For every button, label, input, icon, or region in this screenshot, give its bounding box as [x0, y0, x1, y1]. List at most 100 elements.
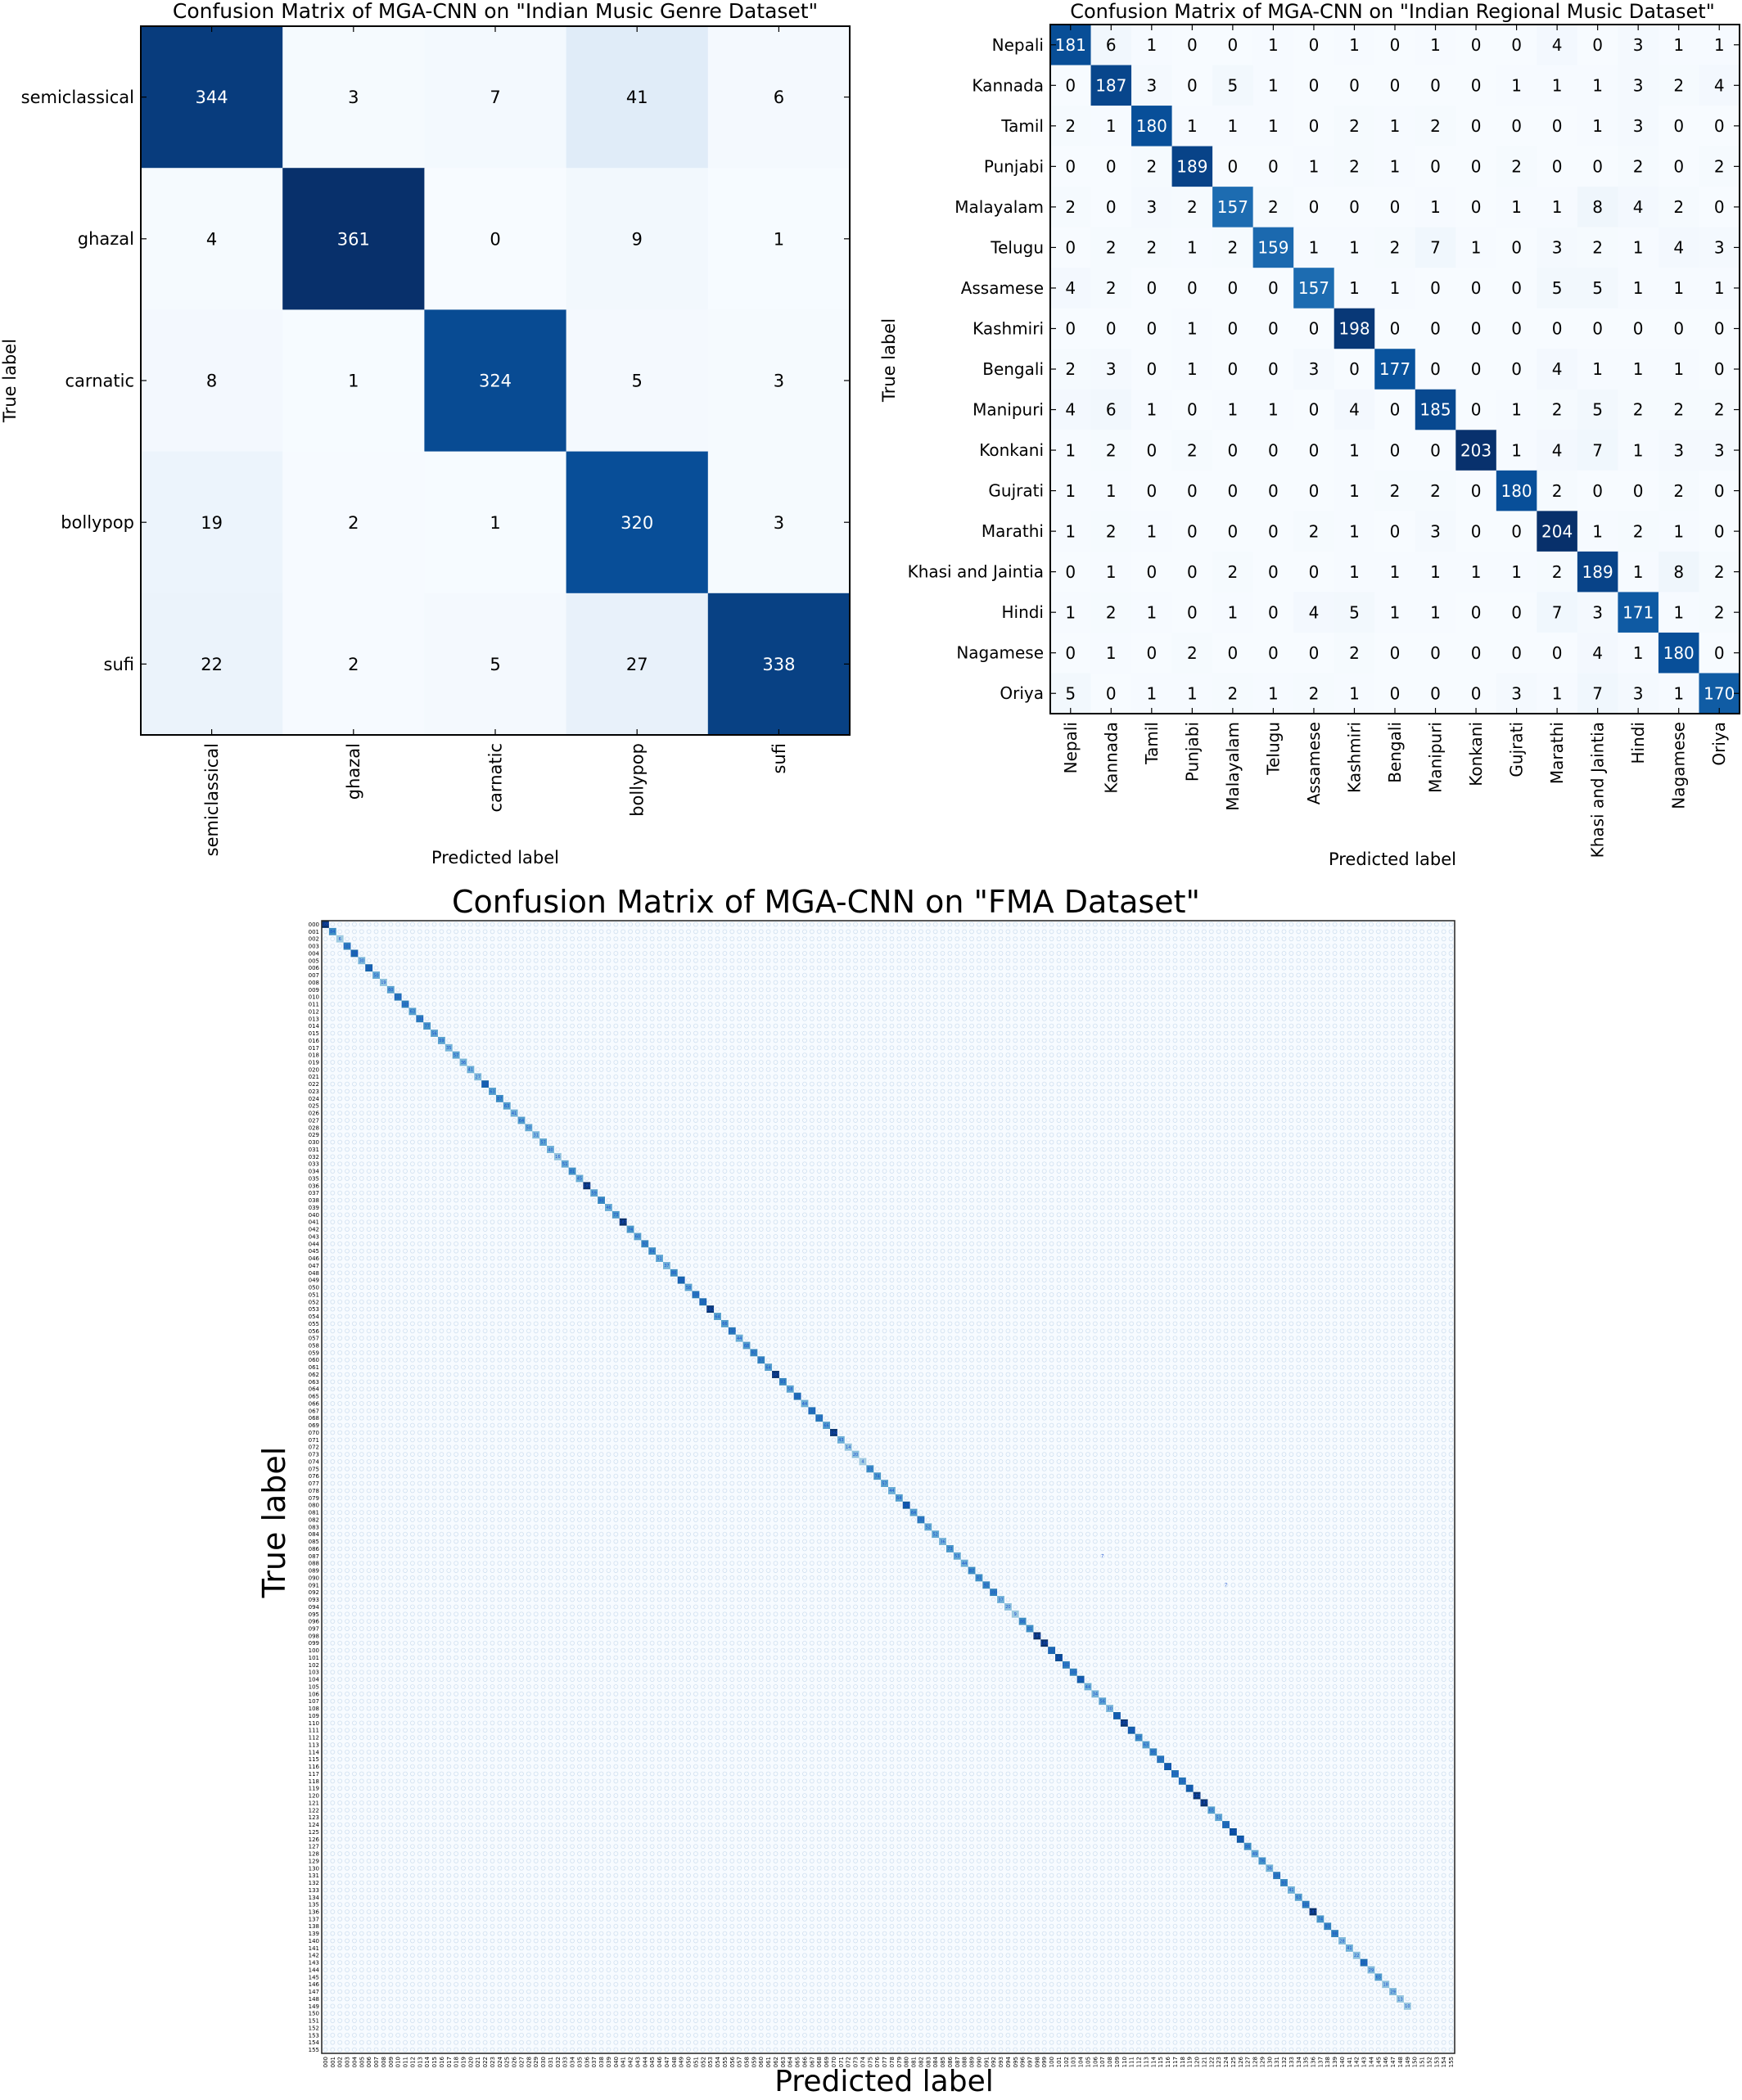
cell-genre-2-2: [424, 309, 567, 453]
cell-value-regional-3-12: 0: [1552, 157, 1563, 177]
fma-y-tick-113: 113: [309, 1742, 319, 1748]
cell-value-regional-1-9: 0: [1430, 75, 1441, 95]
cell-value-regional-5-3: 1: [1187, 238, 1198, 258]
fma-diag-value-026: 41: [512, 1111, 517, 1116]
fma-diag-cell-124: [1222, 1821, 1230, 1828]
cell-regional-8-16: [1699, 349, 1740, 390]
fma-diag-value-015: 56: [431, 1031, 436, 1036]
fma-y-tick-056: 056: [309, 1328, 320, 1335]
fma-x-tick-151: 151: [1419, 2057, 1426, 2067]
cell-value-regional-10-5: 0: [1268, 440, 1279, 460]
cell-value-regional-4-7: 0: [1349, 197, 1360, 217]
fma-y-tick-123: 123: [309, 1814, 319, 1821]
fma-diag-value-043: 60: [635, 1235, 640, 1240]
cell-genre-3-2: [424, 451, 567, 594]
fma-y-tick-002: 002: [309, 936, 319, 943]
cell-regional-14-9: [1415, 592, 1456, 633]
cell-value-genre-2-4: 3: [774, 372, 784, 391]
cell-regional-13-7: [1334, 551, 1375, 593]
cell-value-genre-0-1: 3: [348, 88, 359, 107]
cell-regional-11-10: [1455, 470, 1497, 511]
fma-x-tick-031: 031: [548, 2057, 554, 2067]
fma-diag-value-063: 93: [780, 1380, 785, 1385]
x-tick-label-Bengali: Bengali: [1385, 722, 1405, 783]
cell-value-regional-13-9: 1: [1430, 562, 1441, 582]
cell-value-regional-9-2: 1: [1146, 400, 1157, 420]
cell-regional-7-15: [1658, 308, 1700, 349]
fma-x-tick-070: 070: [831, 2057, 837, 2067]
cell-regional-4-0: [1050, 187, 1092, 228]
fma-diag-cell-016: [437, 1036, 445, 1044]
cell-regional-11-13: [1577, 470, 1619, 511]
cell-regional-12-2: [1131, 511, 1173, 552]
cell-value-genre-4-3: 27: [626, 655, 648, 674]
fma-x-tick-076: 076: [874, 2056, 881, 2067]
cell-regional-14-16: [1699, 592, 1740, 633]
fma-x-tick-041: 041: [621, 2057, 627, 2067]
fma-diag-value-127: 86: [1245, 1845, 1250, 1850]
cell-value-regional-8-10: 0: [1471, 359, 1482, 379]
cell-value-regional-6-1: 2: [1106, 278, 1117, 298]
cell-value-regional-9-9: 185: [1419, 400, 1451, 420]
cell-genre-0-3: [566, 26, 709, 169]
cell-value-regional-11-13: 0: [1592, 481, 1603, 501]
fma-diag-cell-028: [525, 1124, 533, 1132]
cell-value-regional-13-5: 0: [1268, 562, 1279, 582]
cell-value-genre-4-0: 22: [201, 655, 223, 674]
fma-y-tick-101: 101: [309, 1655, 319, 1661]
fma-diag-value-047: 37: [664, 1264, 669, 1269]
fma-y-tick-151: 151: [309, 2018, 319, 2025]
cell-regional-12-1: [1090, 511, 1132, 552]
cell-regional-10-13: [1577, 430, 1619, 471]
cell-value-regional-12-14: 2: [1633, 521, 1644, 541]
cell-regional-6-12: [1537, 268, 1578, 309]
cell-value-regional-12-5: 0: [1268, 521, 1279, 541]
cell-regional-6-5: [1252, 268, 1294, 309]
cell-value-regional-6-0: 4: [1065, 278, 1076, 298]
cell-value-regional-3-13: 0: [1592, 157, 1603, 177]
fma-x-tick-010: 010: [395, 2057, 402, 2067]
cell-value-genre-4-2: 5: [490, 655, 500, 674]
fma-y-tick-010: 010: [309, 994, 319, 1001]
fma-y-tick-154: 154: [309, 2039, 320, 2046]
fma-diag-value-021: 27: [476, 1075, 481, 1080]
cell-value-regional-0-8: 0: [1390, 35, 1401, 55]
cell-regional-4-14: [1618, 187, 1659, 228]
cell-value-regional-10-16: 3: [1714, 440, 1725, 460]
cell-value-regional-9-4: 1: [1228, 400, 1239, 420]
cell-value-regional-5-2: 2: [1146, 238, 1157, 258]
cell-value-regional-6-5: 0: [1268, 278, 1279, 298]
cell-value-regional-6-9: 0: [1430, 278, 1441, 298]
cell-regional-2-4: [1212, 106, 1254, 147]
cell-regional-5-0: [1050, 227, 1092, 268]
cell-regional-3-15: [1658, 146, 1700, 187]
cell-value-genre-1-1: 361: [337, 229, 370, 249]
fma-x-tick-016: 016: [439, 2056, 445, 2067]
fma-y-tick-067: 067: [309, 1408, 319, 1414]
cell-regional-0-2: [1131, 25, 1173, 66]
cell-regional-1-2: [1131, 65, 1173, 106]
cell-value-regional-6-13: 5: [1592, 278, 1603, 298]
cell-value-regional-16-7: 1: [1349, 683, 1360, 703]
fma-y-tick-139: 139: [309, 1931, 319, 1937]
fma-diag-cell-079: [895, 1494, 903, 1502]
fma-x-tick-101: 101: [1056, 2057, 1063, 2067]
fma-y-tick-116: 116: [309, 1764, 320, 1770]
fma-diag-value-016: 59: [439, 1039, 444, 1043]
fma-x-tick-148: 148: [1397, 2057, 1404, 2067]
fma-y-tick-003: 003: [309, 944, 319, 950]
cell-value-regional-6-3: 0: [1187, 278, 1198, 298]
fma-diag-value-037: 59: [592, 1191, 597, 1196]
cell-regional-9-14: [1618, 389, 1659, 430]
cell-regional-0-7: [1334, 25, 1375, 66]
cell-genre-1-3: [566, 168, 709, 310]
fma-y-tick-019: 019: [309, 1060, 319, 1066]
fma-y-tick-086: 086: [309, 1546, 320, 1552]
fma-x-axis-label: Predicted label: [774, 2065, 994, 2097]
fma-diag-cell-015: [431, 1030, 438, 1037]
fma-y-tick-102: 102: [309, 1662, 319, 1669]
fma-diag-value-126: 145: [1237, 1837, 1245, 1842]
cell-value-genre-1-3: 9: [632, 229, 643, 249]
cell-regional-13-16: [1699, 551, 1740, 593]
fma-diag-value-054: 64: [715, 1314, 720, 1319]
